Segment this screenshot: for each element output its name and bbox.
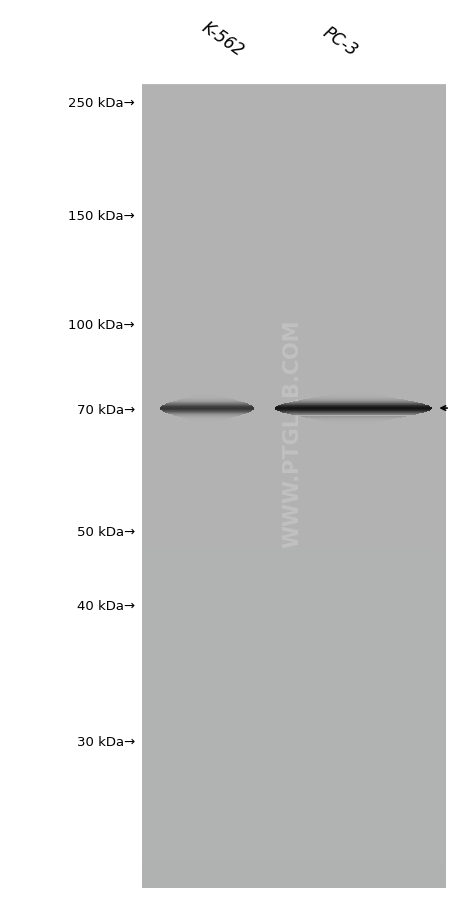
Text: PC-3: PC-3 — [319, 23, 360, 60]
Text: 70 kDa→: 70 kDa→ — [77, 404, 135, 417]
Text: 30 kDa→: 30 kDa→ — [77, 735, 135, 748]
Text: K-562: K-562 — [198, 19, 247, 60]
Text: 100 kDa→: 100 kDa→ — [68, 318, 135, 331]
Text: 250 kDa→: 250 kDa→ — [68, 97, 135, 110]
Bar — [142, 86, 446, 888]
Text: 150 kDa→: 150 kDa→ — [68, 210, 135, 223]
Text: 50 kDa→: 50 kDa→ — [77, 526, 135, 538]
Text: WWW.PTGLAB.COM: WWW.PTGLAB.COM — [283, 318, 302, 548]
Text: 40 kDa→: 40 kDa→ — [77, 600, 135, 612]
